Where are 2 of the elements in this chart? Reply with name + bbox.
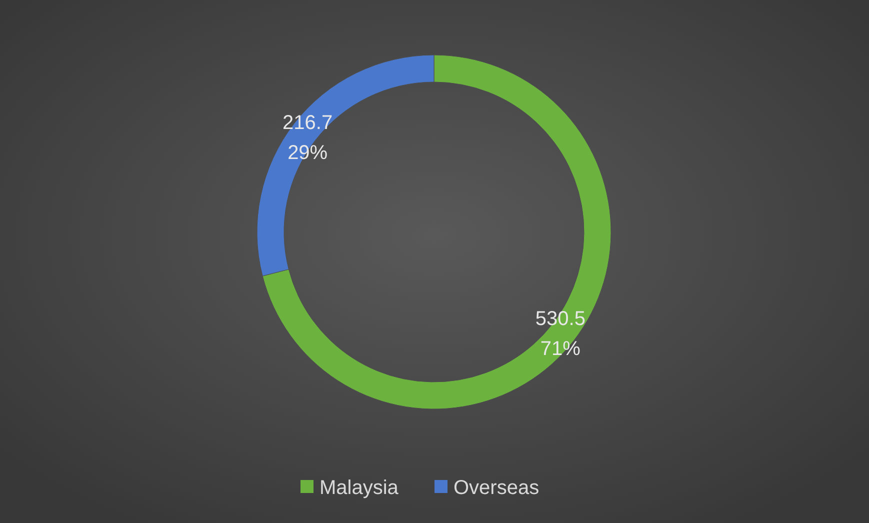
legend-label: Malaysia bbox=[320, 477, 400, 499]
legend-label: Overseas bbox=[454, 477, 540, 499]
